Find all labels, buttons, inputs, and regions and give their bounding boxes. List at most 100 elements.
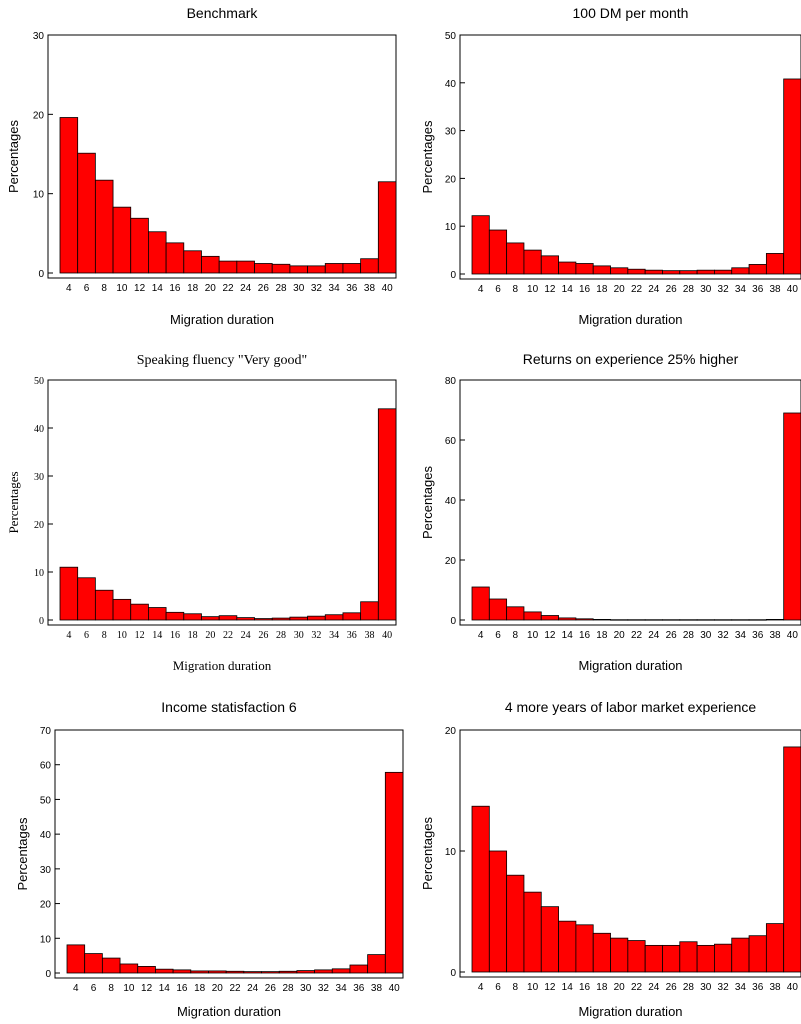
chart-panel-5: Income statisfaction 6 Migration duration…	[15, 699, 404, 1019]
x-tick-label: 10	[117, 630, 127, 641]
y-axis-label: Percentages	[420, 817, 435, 890]
bar-28	[271, 617, 291, 621]
y-tick-label: 30	[33, 31, 45, 42]
bar-26	[662, 944, 681, 973]
bar-24	[236, 617, 255, 621]
bar-32	[714, 619, 733, 621]
bar-10	[523, 611, 542, 621]
bar-14	[558, 617, 577, 621]
bar-22	[225, 970, 245, 974]
bar-36	[349, 964, 369, 974]
bar-22	[218, 260, 238, 274]
bar-14	[148, 231, 167, 274]
bar-32	[307, 615, 326, 621]
bar-28	[679, 270, 698, 275]
bar-8	[94, 179, 114, 274]
bar-36	[342, 612, 362, 621]
y-tick-label: 30	[34, 472, 44, 483]
x-tick-label: 6	[495, 982, 501, 993]
x-tick-label: 30	[293, 283, 305, 294]
x-tick-label: 32	[718, 630, 730, 641]
x-tick-label: 40	[382, 283, 394, 294]
x-tick-label: 30	[294, 630, 304, 641]
x-tick-label: 36	[353, 983, 365, 994]
y-tick-label: 0	[450, 270, 456, 281]
x-tick-label: 4	[73, 983, 79, 994]
y-tick-label: 20	[445, 174, 457, 185]
bar-38	[367, 954, 386, 974]
x-axis-label: Migration duration	[170, 312, 274, 327]
x-tick-label: 32	[718, 284, 730, 295]
bar-4	[59, 117, 79, 274]
x-tick-label: 26	[666, 284, 678, 295]
x-tick-label: 22	[631, 982, 643, 993]
bar-16	[575, 618, 594, 621]
bar-12	[130, 603, 149, 621]
x-tick-label: 32	[311, 630, 321, 641]
x-tick-label: 26	[666, 982, 678, 993]
bar-30	[289, 616, 308, 621]
x-tick-label: 22	[631, 630, 643, 641]
bar-16	[165, 611, 185, 621]
y-tick-label: 0	[39, 616, 44, 627]
x-tick-label: 24	[648, 630, 660, 641]
bar-12	[540, 615, 559, 621]
x-tick-label: 22	[223, 630, 233, 641]
bar-38	[765, 253, 785, 275]
bar-38	[765, 923, 785, 973]
x-tick-label: 28	[275, 283, 287, 294]
x-tick-label: 10	[123, 983, 135, 994]
x-tick-label: 14	[159, 983, 171, 994]
y-tick-label: 50	[40, 795, 52, 806]
bar-40	[783, 78, 801, 275]
plot-frame	[54, 729, 404, 979]
x-tick-label: 28	[276, 630, 286, 641]
x-tick-label: 8	[102, 630, 107, 641]
x-tick-label: 4	[478, 982, 484, 993]
bar-26	[254, 618, 273, 621]
x-axis-label: Migration duration	[578, 658, 682, 673]
y-axis-label: Percentages	[15, 817, 30, 890]
y-tick-label: 10	[445, 847, 457, 858]
y-tick-label: 70	[40, 726, 52, 737]
bar-30	[296, 970, 315, 974]
x-axis-label: Migration duration	[173, 658, 272, 673]
x-tick-label: 22	[222, 283, 234, 294]
x-tick-label: 36	[347, 630, 357, 641]
bar-24	[243, 971, 262, 974]
x-tick-label: 30	[700, 982, 712, 993]
y-tick-label: 30	[445, 127, 457, 138]
y-tick-label: 60	[445, 436, 457, 447]
bar-34	[324, 614, 344, 621]
y-tick-label: 40	[34, 424, 44, 435]
x-tick-label: 18	[596, 284, 608, 295]
bar-24	[644, 944, 663, 973]
x-tick-label: 8	[101, 283, 107, 294]
y-tick-label: 0	[38, 269, 44, 280]
bar-10	[523, 891, 542, 973]
x-tick-label: 26	[265, 983, 277, 994]
bar-38	[765, 619, 785, 621]
bar-12	[540, 255, 559, 275]
chart-title: Returns on experience 25% higher	[523, 351, 739, 367]
x-tick-label: 30	[700, 284, 712, 295]
x-tick-label: 36	[752, 284, 764, 295]
bar-36	[748, 935, 767, 973]
bar-8	[506, 242, 525, 275]
bar-22	[627, 940, 646, 973]
y-tick-label: 60	[40, 761, 52, 772]
x-tick-label: 4	[478, 630, 484, 641]
bar-6	[77, 577, 96, 621]
chart-title: Speaking fluency "Very good"	[137, 353, 307, 368]
bar-30	[289, 265, 308, 274]
bar-8	[506, 874, 525, 973]
x-tick-label: 10	[527, 982, 539, 993]
bar-32	[307, 265, 326, 274]
x-tick-label: 14	[152, 283, 164, 294]
chart-panel-3: Speaking fluency "Very good" Migration du…	[6, 353, 397, 673]
x-tick-label: 16	[169, 283, 181, 294]
x-tick-label: 22	[631, 284, 643, 295]
y-tick-label: 0	[450, 616, 456, 627]
x-tick-label: 34	[735, 630, 747, 641]
y-tick-label: 20	[33, 110, 45, 121]
